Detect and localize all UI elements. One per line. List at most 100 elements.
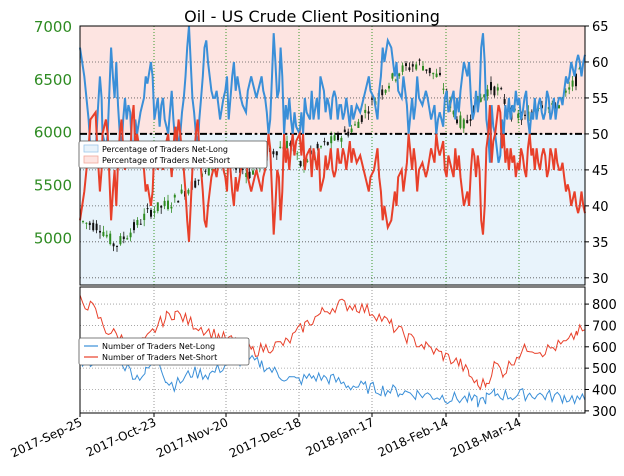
candle-body	[119, 236, 122, 245]
candle-body	[95, 223, 98, 231]
candle-body	[99, 230, 101, 233]
candle-body	[326, 142, 329, 145]
top-legend: Percentage of Traders Net-Long Percentage…	[78, 140, 268, 169]
candle-body	[323, 141, 326, 143]
candle-body	[422, 65, 424, 71]
candle-body	[466, 120, 469, 124]
right-axis-tick-label: 55	[592, 92, 609, 107]
chart-title: Oil - US Crude Client Positioning	[184, 7, 440, 26]
candle-body	[490, 82, 492, 91]
right-axis-tick-label: 300	[592, 405, 617, 420]
right-axis-tick-label: 35	[592, 236, 609, 251]
candle-body	[92, 222, 95, 231]
x-axis-tick-label: 2017-Sep-25	[8, 415, 84, 460]
candle-body	[289, 142, 292, 147]
candle-body	[279, 146, 282, 149]
candle-body	[354, 124, 356, 126]
candle-body	[398, 73, 401, 77]
top-legend-box	[78, 140, 268, 169]
candle-body	[173, 194, 176, 198]
candle-body	[207, 165, 210, 176]
candle-body	[88, 222, 91, 225]
candle-body	[367, 111, 370, 114]
candle-body	[241, 168, 244, 170]
right-axis-tick-label: 50	[592, 128, 609, 143]
candle-body	[452, 110, 455, 115]
left-axis-tick-label: 7000	[34, 18, 72, 36]
candle-body	[347, 131, 350, 136]
candle-body	[139, 223, 142, 225]
candle-body	[571, 80, 574, 87]
top-legend-label: Percentage of Traders Net-Short	[102, 156, 230, 165]
net-short-line	[79, 104, 586, 242]
candle-body	[479, 97, 482, 102]
candle-body	[524, 114, 526, 116]
candle-body	[133, 222, 135, 231]
candle-body	[459, 115, 462, 128]
candle-body	[248, 171, 251, 179]
left-axis-tick-label: 6500	[34, 71, 72, 89]
candle-body	[411, 64, 414, 67]
candle-body	[500, 88, 503, 90]
candle-body	[486, 89, 489, 97]
top-panel: 5000 5500 6000 6500 7000 30 35 40 45 50 55 60 65 Perc…	[34, 18, 609, 287]
legend-swatch-net-long	[83, 144, 99, 153]
candle-body	[211, 168, 214, 171]
candle-body	[568, 87, 571, 90]
right-axis-tick-label: 60	[592, 56, 609, 71]
candle-body	[156, 202, 159, 212]
candle-body	[320, 146, 322, 148]
candle-body	[122, 236, 125, 240]
candle-body	[381, 89, 384, 96]
right-axis-tick-label: 400	[592, 384, 617, 399]
candle-body	[343, 129, 346, 133]
x-axis-tick-label: 2017-Dec-18	[227, 415, 303, 461]
candle-body	[126, 238, 129, 240]
candle-body	[252, 170, 254, 175]
x-axis-tick-label: 2018-Jan-17	[304, 415, 377, 459]
net-short-band	[80, 26, 585, 134]
candle-body	[275, 151, 278, 156]
left-axis-tick-label: 6000	[34, 124, 72, 142]
candle-body	[204, 170, 207, 172]
x-axis-tick-label: 2017-Oct-23	[84, 415, 158, 460]
candle-body	[194, 180, 197, 188]
candle-body	[408, 67, 411, 71]
left-axis-tick-label: 5500	[34, 177, 72, 195]
candle-body	[496, 87, 499, 91]
candle-body	[337, 133, 339, 141]
candle-body	[578, 68, 581, 70]
candle-body	[272, 151, 275, 155]
x-axis-tick-label: 2018-Feb-14	[376, 415, 451, 460]
candle-body	[153, 210, 156, 213]
right-axis-tick-label: 40	[592, 200, 609, 215]
x-axis-tick-label: 2018-Mar-14	[448, 415, 523, 460]
bottom-panel: 300 400 500 600 700 800 Number of Traders Net-…	[78, 286, 617, 420]
candle-body	[425, 69, 428, 71]
candle-body	[357, 121, 360, 128]
candle-body	[558, 105, 560, 109]
candle-body	[384, 89, 387, 93]
candle-body	[177, 200, 180, 203]
candle-body	[197, 179, 200, 181]
number-net-short-line	[79, 294, 586, 391]
net-long-line	[79, 25, 586, 163]
candle-body	[575, 73, 577, 87]
candle-body	[371, 98, 373, 100]
candle-body	[143, 213, 146, 221]
left-axis-tick-label: 5000	[34, 229, 72, 247]
bottom-legend-label: Number of Traders Net-Long	[102, 342, 215, 351]
candle-body	[435, 73, 438, 78]
right-axis-tick-label: 700	[592, 319, 617, 334]
candle-body	[170, 206, 173, 209]
candle-body	[146, 208, 149, 210]
number-net-long-line	[79, 343, 586, 408]
candle-body	[442, 88, 445, 90]
candle-body	[163, 200, 166, 207]
candle-body	[296, 153, 299, 155]
bottom-legend: Number of Traders Net-Long Number of Trad…	[78, 337, 250, 366]
candle-body	[503, 99, 506, 104]
candle-body	[517, 113, 520, 119]
right-axis-tick-label: 45	[592, 164, 609, 179]
